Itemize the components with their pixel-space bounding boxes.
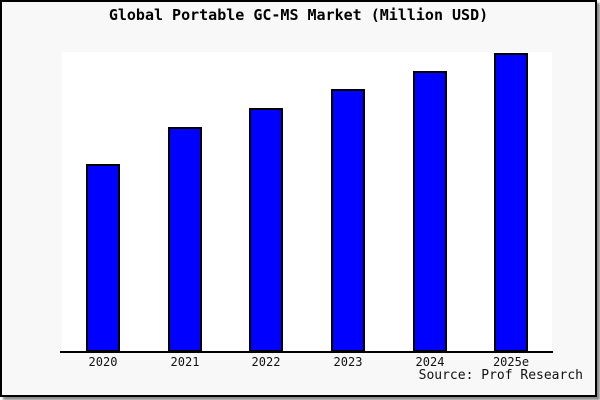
bar-2022 [249,108,283,352]
x-tick-label-2021: 2021 [170,355,200,369]
bar-2024 [413,71,447,352]
plot-area [62,52,552,352]
x-tick-label-2020: 2020 [88,355,118,369]
x-tick-label-2024: 2024 [415,355,445,369]
bar-2020 [86,164,120,352]
source-note: Source: Prof Research [418,368,583,383]
x-tick-label-2023: 2023 [333,355,363,369]
x-tick-label-2022: 2022 [251,355,281,369]
bar-2023 [331,89,365,352]
chart-title: Global Portable GC-MS Market (Million US… [108,6,489,24]
x-axis-line [60,351,553,353]
bar-2021 [168,127,202,352]
x-tick-label-2025e: 2025e [492,355,530,369]
bar-2025e [494,53,528,352]
